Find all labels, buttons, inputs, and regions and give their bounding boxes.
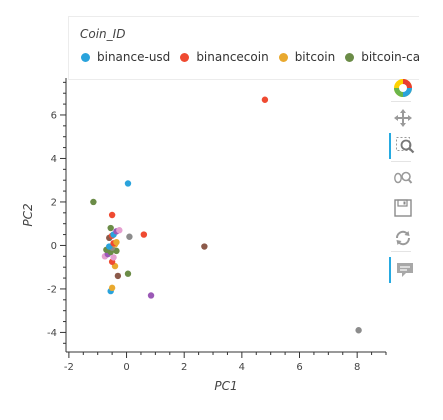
legend-label: binancecoin <box>196 50 269 64</box>
legend-item[interactable]: bitcoin <box>278 50 336 64</box>
data-point <box>110 254 117 261</box>
legend-title: Coin_ID <box>80 27 126 41</box>
legend-swatch <box>81 53 90 62</box>
legend-swatch <box>278 53 288 62</box>
legend-items: binance-usd binancecoin bitcoin bitcoin-ca <box>81 50 419 64</box>
legend-label: bitcoin-ca <box>361 50 419 64</box>
data-point <box>201 243 208 250</box>
legend: Coin_ID binance-usd binancecoin bitcoin bit… <box>68 16 419 80</box>
toolbar-separator <box>391 251 411 252</box>
legend-item[interactable]: binancecoin <box>180 50 269 64</box>
data-point <box>114 272 122 280</box>
legend-item[interactable]: binance-usd <box>81 50 170 64</box>
x-tick-label: 6 <box>296 362 302 373</box>
data-point <box>261 96 269 103</box>
save-tool-icon[interactable] <box>389 195 415 221</box>
data-point <box>147 292 155 299</box>
toolbar-separator <box>391 161 411 162</box>
data-point <box>108 211 116 219</box>
data-point <box>124 180 132 187</box>
data-point <box>116 227 123 234</box>
data-point <box>90 198 97 206</box>
y-tick-label: 2 <box>51 197 57 208</box>
wheel-zoom-tool-icon[interactable] <box>389 165 415 191</box>
box-zoom-tool-icon[interactable] <box>389 133 417 159</box>
legend-label: bitcoin <box>294 50 336 64</box>
legend-label: binance-usd <box>97 50 171 64</box>
data-point <box>126 233 133 240</box>
legend-item[interactable]: bitcoin-ca <box>345 50 419 64</box>
data-point <box>140 231 148 238</box>
data-point <box>113 238 120 246</box>
x-tick-label: -2 <box>64 362 74 373</box>
data-point <box>107 224 114 232</box>
toolbar-separator <box>391 101 411 102</box>
pan-tool-icon[interactable] <box>389 105 415 131</box>
y-tick-label: 0 <box>51 241 57 252</box>
hover-tool-icon[interactable] <box>389 257 417 283</box>
y-tick-label: -2 <box>47 284 57 295</box>
x-tick-label: 4 <box>239 362 245 373</box>
y-axis-label: PC2 <box>21 203 35 226</box>
x-tick-label: 0 <box>123 362 129 373</box>
y-tick-label: 6 <box>51 110 57 121</box>
y-tick-label: 4 <box>51 154 57 165</box>
bokeh-logo-icon <box>389 75 415 101</box>
x-tick-label: 2 <box>181 362 187 373</box>
data-point <box>355 327 362 334</box>
x-axis-label: PC1 <box>214 379 237 393</box>
y-tick-label: -4 <box>47 328 57 339</box>
legend-swatch <box>180 53 190 62</box>
legend-swatch <box>345 53 355 62</box>
data-point <box>124 270 132 277</box>
data-point <box>108 284 116 292</box>
toolbar <box>387 75 417 290</box>
x-tick-label: 8 <box>354 362 360 373</box>
reset-tool-icon[interactable] <box>389 225 415 251</box>
